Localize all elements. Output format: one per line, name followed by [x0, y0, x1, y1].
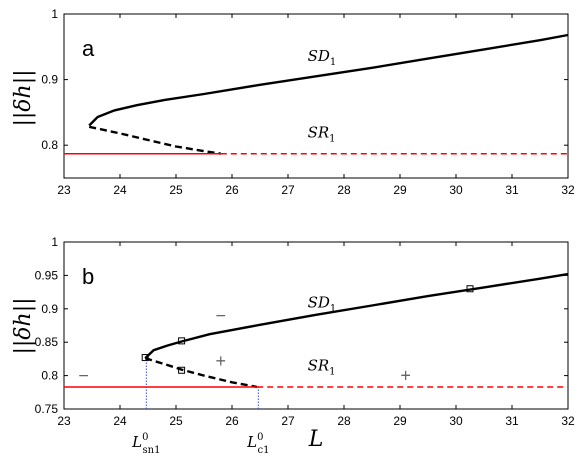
- x-tick-label: 26: [225, 414, 239, 428]
- x-tick-label: 29: [393, 414, 407, 428]
- critical-label: L0 sn1: [131, 432, 160, 456]
- panel-b-frame: [63, 241, 569, 410]
- x-tick-label: 25: [169, 183, 183, 197]
- minus-sign: −: [78, 366, 89, 386]
- x-tick-label: 31: [505, 183, 519, 197]
- curve-label: SD1: [308, 293, 337, 314]
- panel-b-series: [64, 272, 569, 389]
- series-sd_1: [144, 272, 569, 360]
- panel-b-stability-signs: − − + +: [78, 305, 411, 385]
- series-sd_1: [88, 33, 569, 127]
- y-tick-label: 1: [51, 235, 58, 249]
- y-tick-label: 0.8: [41, 369, 58, 383]
- series-unstable: [88, 125, 221, 155]
- y-tick-label: 0.75: [35, 402, 59, 416]
- panel-b-ticks: 23 24 25 26 27 28 29 30 31 32 0.75 0.8 0.85 0.9 0.95 1: [35, 235, 575, 428]
- panel-b-markers: [141, 285, 474, 374]
- x-tick-label: 27: [281, 183, 295, 197]
- x-tick-label: 25: [169, 414, 183, 428]
- square-marker: [141, 354, 149, 362]
- x-tick-label: 32: [561, 183, 575, 197]
- panel-b-ylabel: ||δh||: [11, 297, 36, 354]
- panel-a-ticks: 23 24 25 26 27 28 29 30 31 32 0.8 0.9 1: [41, 7, 575, 197]
- y-tick-label: 0.95: [35, 268, 59, 282]
- square-marker: [178, 337, 186, 345]
- y-tick-label: 0.9: [41, 302, 58, 316]
- x-tick-label: 29: [393, 183, 407, 197]
- critical-label: L0 c1: [246, 432, 269, 456]
- x-tick-label: 24: [113, 183, 127, 197]
- plus-sign: +: [400, 366, 411, 386]
- x-tick-label: 24: [113, 414, 127, 428]
- x-tick-label: 27: [281, 414, 295, 428]
- panel-a: a ||δh|| 23 24 25 26 27 28 29 30 31 32 0.8 0.9 1 SD1…: [11, 7, 575, 197]
- square-marker: [466, 285, 474, 293]
- curve-label: SR1: [308, 123, 336, 144]
- x-tick-label: 31: [505, 414, 519, 428]
- panel-a-letter: a: [82, 36, 95, 61]
- x-tick-label: 28: [337, 414, 351, 428]
- panel-a-frame: [63, 13, 569, 179]
- x-tick-label: 23: [57, 183, 71, 197]
- x-tick-label: 32: [561, 414, 575, 428]
- panel-b-letter: b: [82, 264, 94, 289]
- panel-b-annotations: SD1 SR1: [308, 293, 337, 377]
- curve-label: SR1: [308, 356, 336, 377]
- panel-b: b ||δh|| L L0 sn1 L0 c1 23 24 25 26 27 28 29 30 31 3…: [11, 235, 575, 456]
- y-tick-label: 0.8: [41, 138, 58, 152]
- x-tick-label: 26: [225, 183, 239, 197]
- panel-a-series: [64, 33, 569, 155]
- minus-sign: −: [216, 305, 227, 325]
- x-tick-label: 23: [57, 414, 71, 428]
- y-tick-label: 0.9: [41, 73, 58, 87]
- x-tick-label: 30: [449, 414, 463, 428]
- x-tick-label: 28: [337, 183, 351, 197]
- y-tick-label: 1: [51, 7, 58, 21]
- x-tick-label: 30: [449, 183, 463, 197]
- panel-a-annotations: SD1 SR1: [308, 47, 337, 144]
- panel-a-ylabel: ||δh||: [11, 69, 36, 126]
- y-tick-label: 0.85: [35, 335, 59, 349]
- series-unstable: [144, 357, 258, 389]
- plus-sign: +: [216, 351, 227, 371]
- panel-b-xlabel: L: [308, 427, 324, 452]
- square-marker: [178, 366, 186, 374]
- curve-label: SD1: [308, 47, 337, 68]
